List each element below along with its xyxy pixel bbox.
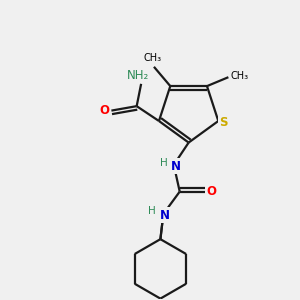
Text: CH₃: CH₃ bbox=[231, 71, 249, 81]
Text: H: H bbox=[148, 206, 156, 216]
Text: O: O bbox=[100, 104, 110, 117]
Text: CH₃: CH₃ bbox=[143, 53, 161, 64]
Text: O: O bbox=[206, 185, 217, 198]
Text: N: N bbox=[171, 160, 181, 173]
Text: NH₂: NH₂ bbox=[127, 69, 149, 82]
Text: S: S bbox=[219, 116, 228, 129]
Text: H: H bbox=[160, 158, 168, 168]
Text: N: N bbox=[160, 209, 170, 222]
